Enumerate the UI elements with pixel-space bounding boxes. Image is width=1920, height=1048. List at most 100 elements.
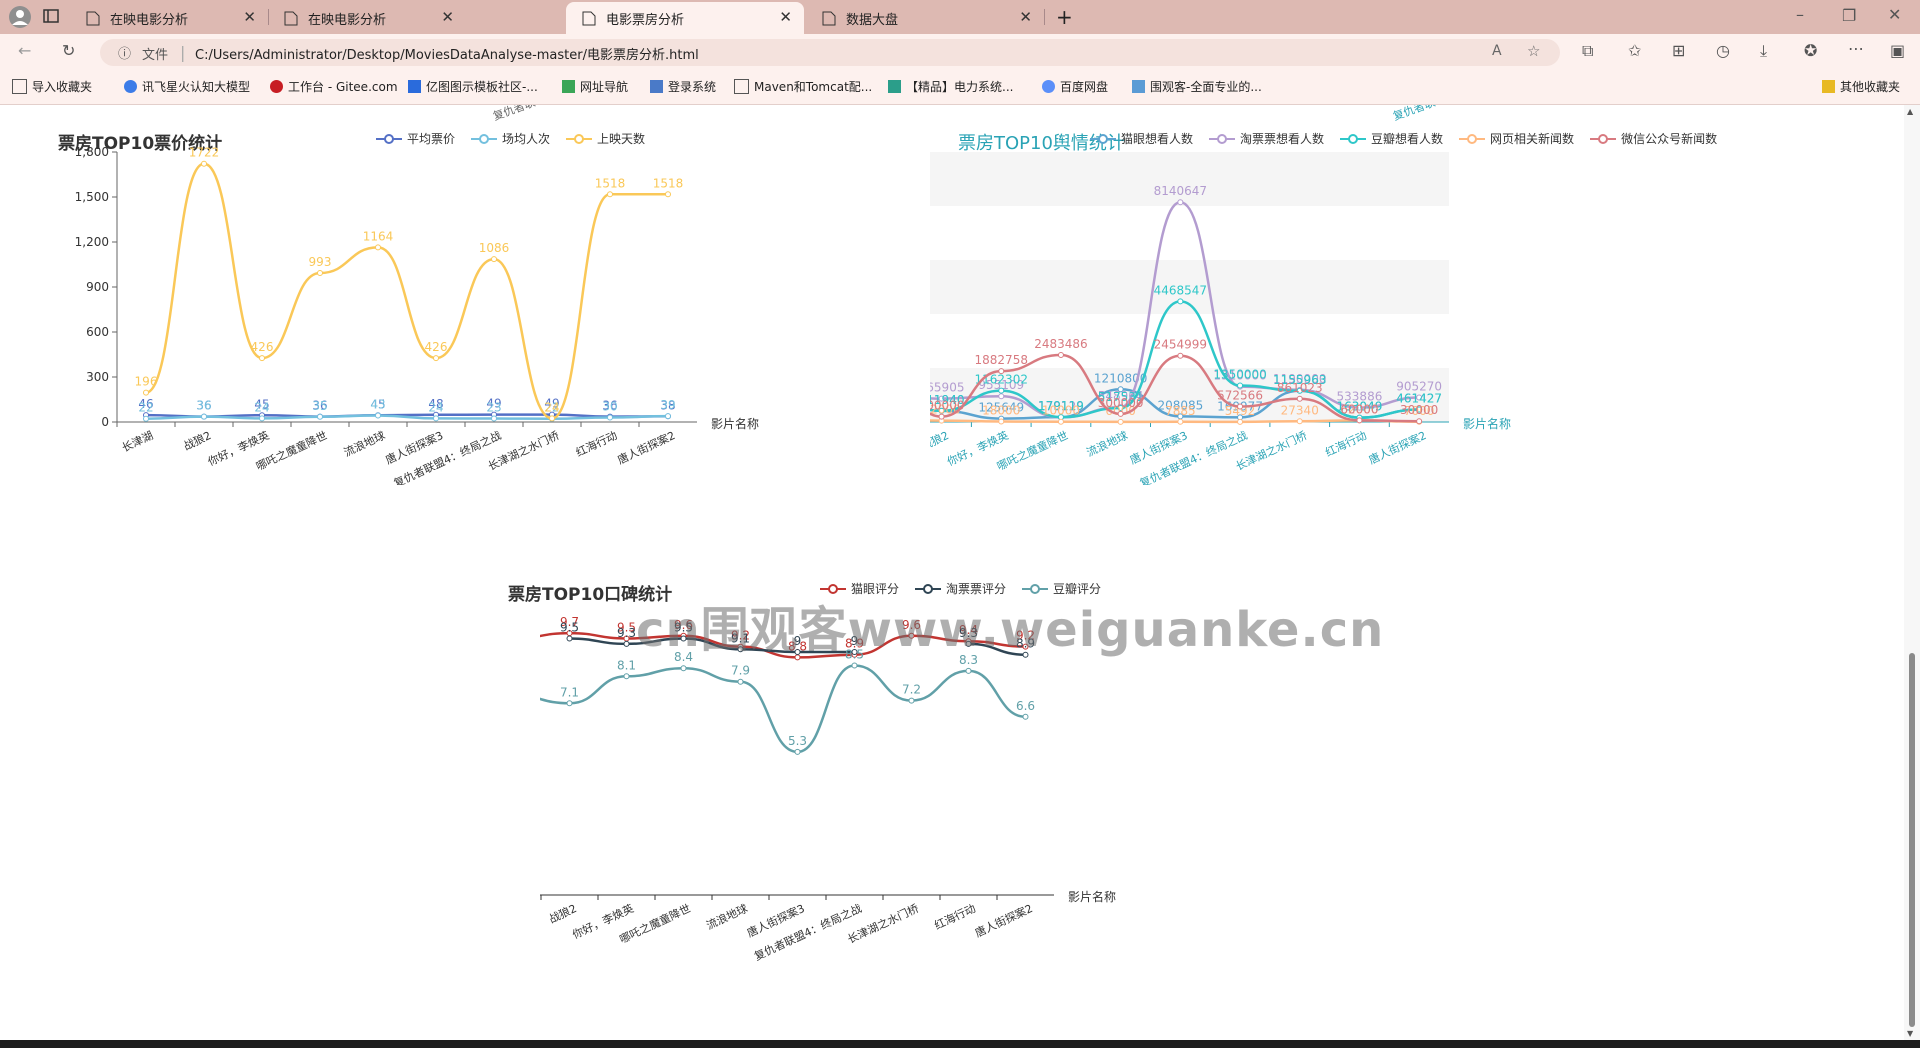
download-icon[interactable]: ⤓ xyxy=(1760,41,1768,60)
data-point xyxy=(549,415,555,422)
split-screen-icon[interactable]: ⧉ xyxy=(1582,41,1594,60)
data-label: 865905 xyxy=(930,381,964,395)
data-label: 1518 xyxy=(595,176,626,190)
data-label: 125649 xyxy=(978,401,1024,415)
data-point xyxy=(375,412,381,419)
back-icon[interactable]: ← xyxy=(18,41,32,60)
data-point xyxy=(1117,418,1124,425)
scrollbar[interactable]: ▲ ▼ xyxy=(1904,105,1920,1040)
data-label: 1155963 xyxy=(1273,373,1326,387)
close-icon[interactable]: ✕ xyxy=(441,8,454,26)
url-text[interactable]: C:/Users/Administrator/Desktop/MoviesDat… xyxy=(195,48,699,63)
minimize-icon[interactable]: – xyxy=(1796,5,1804,24)
spark-icon xyxy=(124,80,137,93)
legend-label: 平均票价 xyxy=(407,132,456,146)
profile-avatar-icon[interactable] xyxy=(8,5,32,33)
legend-item[interactable]: 淘票票想看人数 xyxy=(1209,130,1324,147)
data-label: 6000 xyxy=(1105,404,1136,418)
bookmark-item[interactable]: 围观客-全面专业的... xyxy=(1132,78,1262,95)
extensions-icon[interactable]: ✪ xyxy=(1804,41,1818,60)
legend-item[interactable]: 网页相关新闻数 xyxy=(1459,130,1574,147)
grid-band xyxy=(930,368,1449,422)
url-box[interactable]: ⓘ 文件 | C:/Users/Administrator/Desktop/Mo… xyxy=(100,39,1560,66)
data-label: 208085 xyxy=(1157,398,1203,412)
x-tick-label: 流浪地球 xyxy=(341,428,387,459)
legend-label: 场均人次 xyxy=(502,132,551,146)
x-tick-label: 战狼2 xyxy=(930,428,951,453)
scroll-down-icon[interactable]: ▼ xyxy=(1907,1029,1914,1038)
history-icon[interactable]: ◷ xyxy=(1716,41,1730,60)
data-label: 905270 xyxy=(1396,380,1442,394)
chart-legend[interactable]: 平均票价 场均人次 上映天数 xyxy=(376,130,661,147)
document-icon xyxy=(822,11,836,25)
data-point xyxy=(1117,410,1124,417)
favorites-icon[interactable]: ✩ xyxy=(1628,41,1642,60)
legend-marker-icon xyxy=(820,583,846,594)
new-tab-icon[interactable]: + xyxy=(1056,5,1073,29)
legend-item[interactable]: 豆瓣评分 xyxy=(1022,580,1101,597)
data-label: 300000 xyxy=(1098,396,1144,410)
data-label: 9 xyxy=(851,634,859,648)
legend-item[interactable]: 淘票票评分 xyxy=(915,580,1006,597)
data-label: 1210800 xyxy=(1094,371,1147,385)
legend-item[interactable]: 豆瓣想看人数 xyxy=(1340,130,1443,147)
series-line xyxy=(930,419,1420,424)
bookmark-item[interactable]: 工作台 - Gitee.com xyxy=(270,78,398,95)
data-point xyxy=(1177,352,1184,359)
bookmark-item[interactable]: 百度网盘 xyxy=(1042,78,1108,95)
data-label: 30 xyxy=(602,400,617,414)
sidebar-icon[interactable]: ▣ xyxy=(1890,41,1906,60)
data-label: 8.9 xyxy=(1016,637,1035,651)
bookmark-item[interactable]: 【精品】电力系统... xyxy=(888,78,1013,95)
legend-marker-icon xyxy=(1090,133,1116,144)
series-line xyxy=(540,631,1026,659)
restore-icon[interactable]: ❐ xyxy=(1842,6,1857,25)
close-icon[interactable]: ✕ xyxy=(243,8,256,26)
more-menu-icon[interactable]: ⋯ xyxy=(1848,39,1864,58)
chart-legend[interactable]: 猫眼想看人数 淘票票想看人数 豆瓣想看人数 网页相关新闻数 微信公众号新闻数 xyxy=(1090,130,1733,147)
bookmark-item[interactable]: 讯飞星火认知大模型 xyxy=(124,78,250,95)
scrollbar-thumb[interactable] xyxy=(1909,653,1915,1027)
tab-3[interactable]: 数据大盘 ✕ xyxy=(806,2,1044,34)
data-label: 9 xyxy=(794,634,802,648)
data-label: 1722 xyxy=(189,146,220,160)
data-label: 8140647 xyxy=(1154,184,1207,198)
scroll-up-icon[interactable]: ▲ xyxy=(1907,107,1914,116)
legend-item[interactable]: 微信公众号新闻数 xyxy=(1590,130,1717,147)
data-label: 5.3 xyxy=(788,734,807,748)
collections-icon[interactable]: ⊞ xyxy=(1672,41,1686,60)
bookmark-item[interactable]: Maven和Tomcat配... xyxy=(734,78,872,95)
read-aloud-icon[interactable]: A xyxy=(1492,43,1502,59)
chart-legend[interactable]: 猫眼评分 淘票票评分 豆瓣评分 xyxy=(820,580,1117,597)
data-point xyxy=(1022,643,1029,650)
legend-item[interactable]: 猫眼想看人数 xyxy=(1090,130,1193,147)
bookmark-item[interactable]: 网址导航 xyxy=(562,78,628,95)
close-icon[interactable]: ✕ xyxy=(1019,8,1032,26)
import-icon xyxy=(12,79,27,94)
refresh-icon[interactable]: ↻ xyxy=(62,41,76,60)
window-close-icon[interactable]: ✕ xyxy=(1888,5,1902,24)
y-tick-label: 0 xyxy=(101,415,109,429)
data-label: 1518 xyxy=(653,176,684,190)
close-icon[interactable]: ✕ xyxy=(779,8,792,26)
legend-item[interactable]: 平均票价 xyxy=(376,130,455,147)
info-icon[interactable]: ⓘ xyxy=(118,47,132,62)
data-point xyxy=(1296,395,1303,402)
legend-item[interactable]: 上映天数 xyxy=(566,130,645,147)
data-label: 1086 xyxy=(479,241,510,255)
bookmark-item[interactable]: 亿图图示模板社区-... xyxy=(408,78,538,95)
other-bookmarks[interactable]: 其他收藏夹 xyxy=(1822,78,1900,95)
data-label: 8.4 xyxy=(674,650,693,664)
legend-label: 淘票票想看人数 xyxy=(1240,132,1325,146)
favorite-star-icon[interactable]: ☆ xyxy=(1527,42,1541,60)
legend-item[interactable]: 猫眼评分 xyxy=(820,580,899,597)
bookmark-item[interactable]: 登录系统 xyxy=(650,78,716,95)
tab-actions-icon[interactable] xyxy=(42,7,60,29)
data-point xyxy=(317,413,323,420)
data-label: 45 xyxy=(370,397,385,411)
tab-1[interactable]: 在映电影分析 ✕ xyxy=(268,2,466,34)
legend-item[interactable]: 场均人次 xyxy=(471,130,550,147)
bookmark-item[interactable]: 导入收藏夹 xyxy=(12,78,92,95)
tab-2[interactable]: 电影票房分析 ✕ xyxy=(566,2,804,34)
tab-0[interactable]: 在映电影分析 ✕ xyxy=(70,2,268,34)
